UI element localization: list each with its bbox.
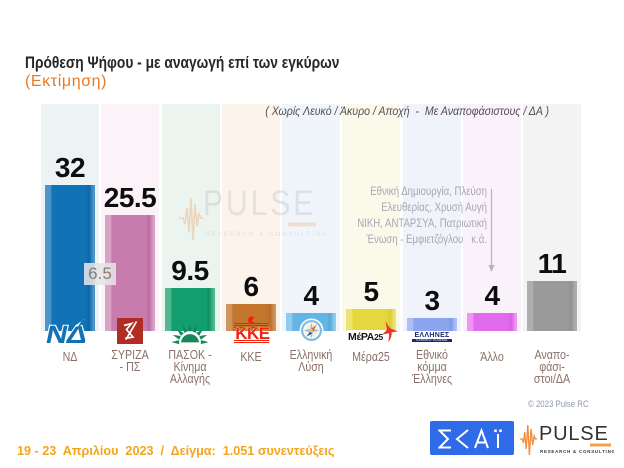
svg-text:ΝΔ: ΝΔ [44, 320, 90, 346]
svg-text:PULSE: PULSE [203, 188, 316, 223]
svg-text:PULSE: PULSE [539, 423, 609, 445]
svg-text:KKE: KKE [235, 324, 270, 343]
svg-text:RESEARCH & CONSULTING: RESEARCH & CONSULTING [540, 449, 614, 454]
svg-text:RESEARCH & CONSULTING: RESEARCH & CONSULTING [205, 231, 329, 238]
